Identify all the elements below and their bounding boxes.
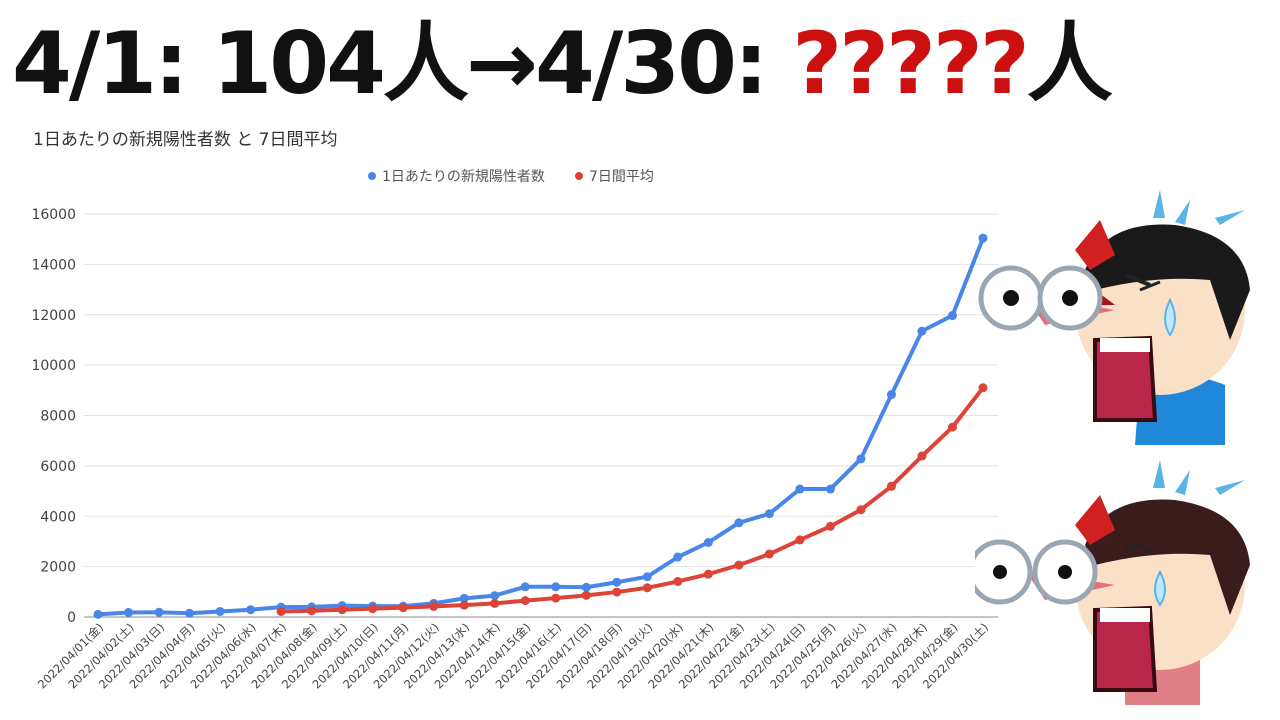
data-point (917, 451, 927, 461)
data-point (581, 590, 591, 600)
data-point (154, 607, 164, 617)
data-point (276, 606, 286, 616)
data-point (673, 552, 683, 562)
headline-dates: 4/1: 104人→4/30: (12, 14, 793, 114)
data-point (886, 481, 896, 491)
data-point (490, 591, 500, 601)
y-tick-label: 12000 (31, 308, 76, 324)
series-line (279, 385, 985, 614)
headline: 4/1: 104人→4/30: ?????人 (12, 8, 1272, 120)
y-tick-label: 6000 (40, 459, 76, 475)
data-point (795, 535, 805, 545)
y-tick-label: 10000 (31, 358, 76, 374)
data-point (520, 582, 530, 592)
data-point (551, 582, 561, 592)
data-point (703, 537, 713, 547)
shocked-people-illustration (975, 190, 1250, 705)
data-point (490, 598, 500, 608)
data-point (246, 605, 256, 615)
y-tick-label: 8000 (40, 409, 76, 425)
series-line (96, 236, 985, 617)
data-point (124, 607, 134, 617)
data-point (581, 582, 591, 592)
data-point (886, 390, 896, 400)
data-point (673, 576, 683, 586)
data-point (612, 587, 622, 597)
data-point (459, 600, 469, 610)
data-point (459, 593, 469, 603)
y-tick-label: 2000 (40, 560, 76, 576)
data-point (337, 605, 347, 615)
data-point (825, 484, 835, 494)
legend-marker (368, 172, 376, 180)
headline-question-marks: ????? (792, 14, 1029, 114)
data-point (734, 518, 744, 528)
legend-label: 1日あたりの新規陽性者数 (382, 169, 545, 185)
data-point (856, 505, 866, 515)
y-tick-label: 0 (67, 610, 76, 626)
y-tick-label: 4000 (40, 509, 76, 525)
data-point (551, 593, 561, 603)
data-point (520, 596, 530, 606)
y-tick-label: 16000 (31, 207, 76, 223)
data-point (368, 604, 378, 614)
shocked-person-bottom (975, 460, 1250, 705)
data-point (185, 608, 195, 618)
data-point (215, 606, 225, 616)
data-point (642, 572, 652, 582)
data-point (703, 569, 713, 579)
data-point (642, 583, 652, 593)
headline-unit: 人 (1026, 14, 1113, 114)
data-point (93, 609, 103, 619)
data-point (978, 383, 988, 393)
legend-label: 7日間平均 (589, 169, 654, 185)
data-point (764, 509, 774, 519)
data-point (429, 601, 439, 611)
legend-marker (575, 172, 583, 180)
data-point (947, 422, 957, 432)
data-point (612, 577, 622, 587)
data-point (307, 606, 317, 616)
data-point (398, 603, 408, 613)
data-point (947, 311, 957, 321)
chart-title: 1日あたりの新規陽性者数 と 7日間平均 (33, 130, 338, 150)
data-point (917, 326, 927, 336)
data-point (825, 521, 835, 531)
data-point (764, 549, 774, 559)
data-point (856, 454, 866, 464)
data-point (978, 233, 988, 243)
data-point (734, 560, 744, 570)
shocked-person-top (978, 190, 1250, 445)
y-tick-label: 14000 (31, 257, 76, 273)
data-point (795, 484, 805, 494)
